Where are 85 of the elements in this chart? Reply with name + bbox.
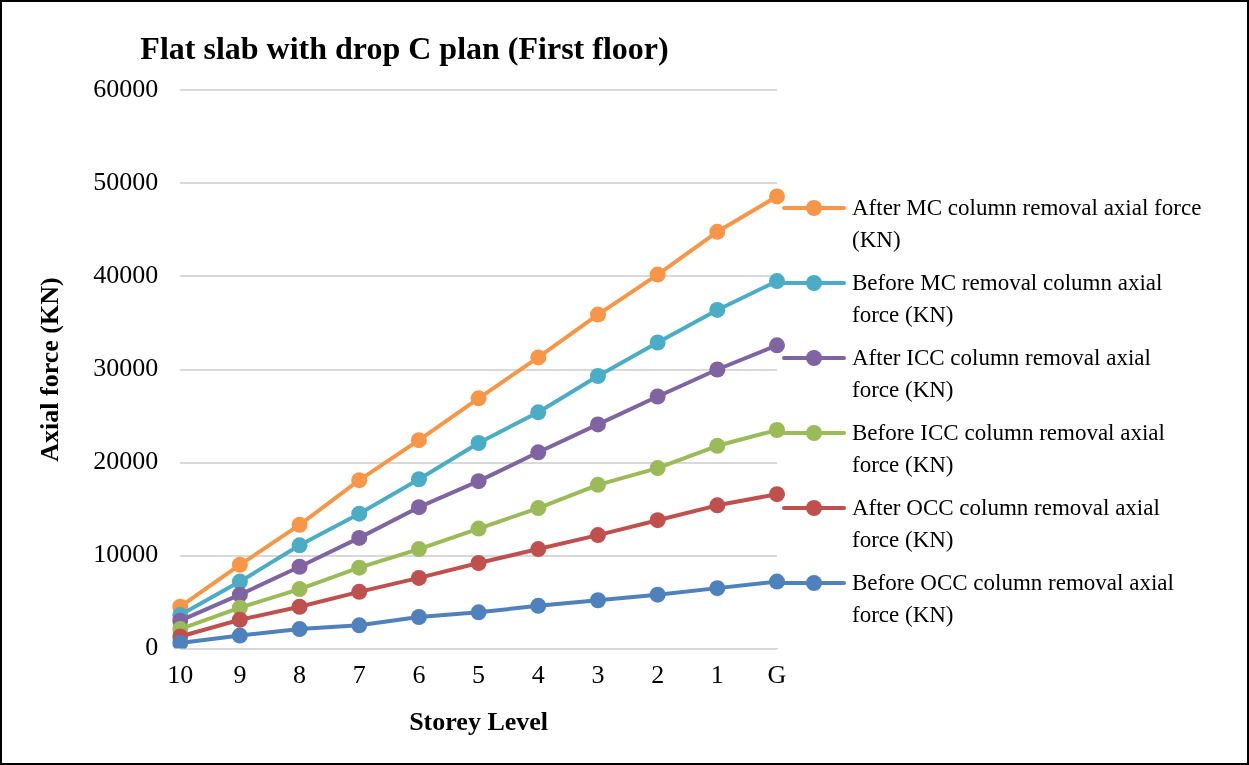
legend-label: After MC column removal axial force (KN) <box>852 194 1202 254</box>
x-tick-label: 5 <box>472 660 486 690</box>
point <box>530 444 547 461</box>
point <box>769 486 785 503</box>
point <box>231 556 248 573</box>
point <box>410 499 427 516</box>
point <box>769 421 785 438</box>
point <box>470 390 487 407</box>
point <box>470 555 487 572</box>
point <box>351 505 368 522</box>
point <box>470 473 487 490</box>
point <box>530 597 547 614</box>
x-tick-label: 10 <box>167 660 194 690</box>
x-axis-title: Storey Level <box>409 707 549 737</box>
point <box>351 617 368 634</box>
point <box>410 541 427 558</box>
x-tick-label: 7 <box>352 660 366 690</box>
point <box>649 334 666 351</box>
point <box>649 586 666 603</box>
y-tick-label: 50000 <box>93 167 159 197</box>
point <box>172 635 189 649</box>
y-axis-title: Axial force (KN) <box>35 277 65 462</box>
point <box>530 404 547 421</box>
legend-label: After OCC column removal axial force (KN) <box>852 494 1161 554</box>
point <box>709 301 726 318</box>
point <box>589 476 606 493</box>
point <box>351 472 368 489</box>
x-tick-label: 1 <box>710 660 724 690</box>
x-tick-label: 3 <box>591 660 605 690</box>
point <box>709 437 726 454</box>
point <box>649 388 666 405</box>
point <box>231 627 248 644</box>
y-tick-label: 20000 <box>93 446 159 476</box>
point <box>709 497 726 514</box>
point <box>291 537 308 554</box>
point <box>231 611 248 628</box>
y-tick-label: 10000 <box>93 539 159 569</box>
x-tick-label: 8 <box>293 660 307 690</box>
x-tick-label: 9 <box>233 660 247 690</box>
point <box>530 349 547 366</box>
point <box>410 471 427 488</box>
legend-label: After ICC column removal axial force (KN) <box>852 344 1152 404</box>
y-tick-label: 0 <box>145 632 159 662</box>
point <box>410 608 427 625</box>
x-tick-label: 6 <box>412 660 426 690</box>
chart-title: Flat slab with drop C plan (First floor) <box>140 30 669 67</box>
point <box>649 266 666 283</box>
y-tick-label: 30000 <box>93 353 159 383</box>
point <box>649 512 666 529</box>
point <box>589 527 606 544</box>
point <box>291 621 308 638</box>
point <box>709 361 726 378</box>
point <box>291 558 308 575</box>
point <box>769 188 785 205</box>
x-tick-label: 4 <box>531 660 545 690</box>
point <box>351 559 368 576</box>
point <box>410 432 427 449</box>
legend-label: Before OCC column removal axial force (KN) <box>852 569 1175 629</box>
point <box>351 529 368 546</box>
y-tick-label: 60000 <box>93 74 159 104</box>
point <box>709 223 726 240</box>
point <box>470 520 487 537</box>
point <box>470 604 487 621</box>
point <box>291 516 308 533</box>
point <box>410 569 427 586</box>
y-tick-label: 40000 <box>93 260 159 290</box>
point <box>589 306 606 323</box>
point <box>589 368 606 385</box>
point <box>291 581 308 598</box>
point <box>530 541 547 558</box>
point <box>589 416 606 433</box>
x-tick-label: G <box>767 660 787 690</box>
legend-label: Before MC removal column axial force (KN) <box>852 269 1164 329</box>
point <box>351 583 368 600</box>
point <box>291 598 308 615</box>
point <box>530 500 547 517</box>
legend-label: Before ICC column removal axial force (KN) <box>852 419 1166 479</box>
point <box>589 592 606 609</box>
point <box>709 580 726 597</box>
point <box>470 435 487 451</box>
x-tick-label: 2 <box>651 660 665 690</box>
point <box>769 573 785 590</box>
point <box>769 337 785 354</box>
point <box>769 273 785 290</box>
point <box>649 460 666 477</box>
